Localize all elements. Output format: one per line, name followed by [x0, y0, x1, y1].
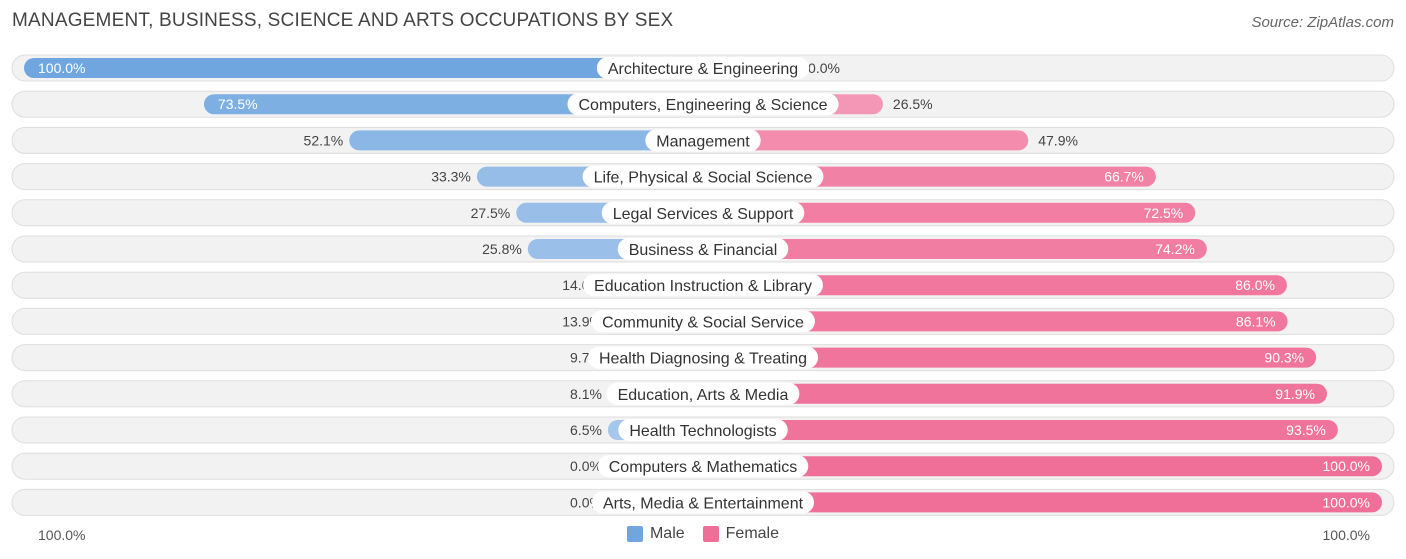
- category-label: Architecture & Engineering: [608, 61, 798, 78]
- source-label: Source: ZipAtlas.com: [1251, 14, 1394, 31]
- category-pill: [591, 310, 815, 333]
- bar-female: [703, 347, 1317, 368]
- value-label-female: 90.3%: [1264, 350, 1304, 366]
- category-pill: [601, 201, 805, 224]
- category-pill: [645, 129, 761, 152]
- category-pill: [582, 165, 824, 188]
- legend-swatch-female: [702, 526, 719, 542]
- axis-right-label: 100.0%: [1322, 527, 1370, 543]
- category-pill: [597, 455, 809, 478]
- legend: Male Female: [0, 524, 1406, 544]
- value-label-male: 33.3%: [431, 169, 471, 185]
- category-pill: [596, 57, 810, 79]
- bar-female: [703, 311, 1288, 332]
- value-label-female: 93.5%: [1286, 422, 1326, 438]
- category-label: Computers & Mathematics: [609, 459, 798, 476]
- category-label: Business & Financial: [629, 242, 778, 259]
- legend-label-female: Female: [725, 525, 780, 542]
- category-pill: [606, 382, 800, 405]
- legend-swatch-male: [626, 526, 643, 542]
- value-label-female: 66.7%: [1104, 169, 1144, 185]
- category-pill: [617, 238, 789, 260]
- category-label: Arts, Media & Entertainment: [603, 495, 804, 512]
- value-label-male: 0.0%: [570, 458, 602, 474]
- legend-label-male: Male: [649, 525, 685, 542]
- category-pill: [618, 419, 788, 441]
- category-label: Community & Social Service: [602, 314, 804, 331]
- category-pill: [583, 274, 823, 297]
- category-label: Life, Physical & Social Science: [594, 170, 813, 187]
- value-label-female: 72.5%: [1144, 205, 1184, 221]
- bar-female: [703, 456, 1382, 477]
- category-label: Health Technologists: [629, 423, 776, 440]
- value-label-female: 91.9%: [1275, 386, 1315, 402]
- category-label: Computers, Engineering & Science: [578, 97, 827, 114]
- bar-female: [703, 275, 1287, 296]
- bar-female: [703, 383, 1328, 404]
- chart-svg: 100.0% 0.0% Architecture & Engineering 73.5…: [11, 54, 1395, 516]
- value-label-male: 27.5%: [471, 205, 511, 221]
- value-label-male: 8.1%: [570, 386, 602, 402]
- chart-title: MANAGEMENT, BUSINESS, SCIENCE AND ARTS O…: [12, 10, 674, 31]
- category-pill: [591, 491, 815, 514]
- value-label-female: 86.1%: [1236, 313, 1276, 329]
- category-label: Education Instruction & Library: [594, 278, 812, 295]
- value-label-female: 26.5%: [893, 96, 933, 112]
- value-label-male: 52.1%: [304, 132, 344, 148]
- category-label: Management: [656, 133, 750, 150]
- value-label-male: 73.5%: [218, 96, 258, 112]
- value-label-female: 0.0%: [808, 60, 840, 76]
- axis-left-label: 100.0%: [38, 527, 86, 543]
- value-label-female: 100.0%: [1323, 458, 1370, 474]
- bar-female: [703, 239, 1207, 259]
- legend-item-female: Female: [702, 525, 780, 543]
- value-label-female: 74.2%: [1155, 241, 1195, 257]
- bar-female: [703, 420, 1338, 440]
- bar-male: [24, 58, 703, 78]
- bar-female: [703, 130, 1029, 151]
- value-label-female: 47.9%: [1038, 132, 1078, 148]
- bar-female: [703, 202, 1196, 223]
- bar-male: [349, 130, 703, 151]
- bar-female: [703, 492, 1382, 513]
- category-label: Legal Services & Support: [613, 206, 794, 223]
- category-label: Education, Arts & Media: [618, 387, 789, 404]
- value-label-female: 86.0%: [1235, 277, 1275, 293]
- value-label-male: 25.8%: [482, 241, 522, 257]
- category-pill: [567, 93, 839, 116]
- value-label-male: 100.0%: [38, 60, 85, 76]
- value-label-male: 6.5%: [570, 422, 602, 438]
- category-label: Health Diagnosing & Treating: [599, 351, 807, 368]
- legend-item-male: Male: [626, 525, 685, 543]
- value-label-female: 100.0%: [1323, 494, 1370, 510]
- category-pill: [587, 346, 819, 369]
